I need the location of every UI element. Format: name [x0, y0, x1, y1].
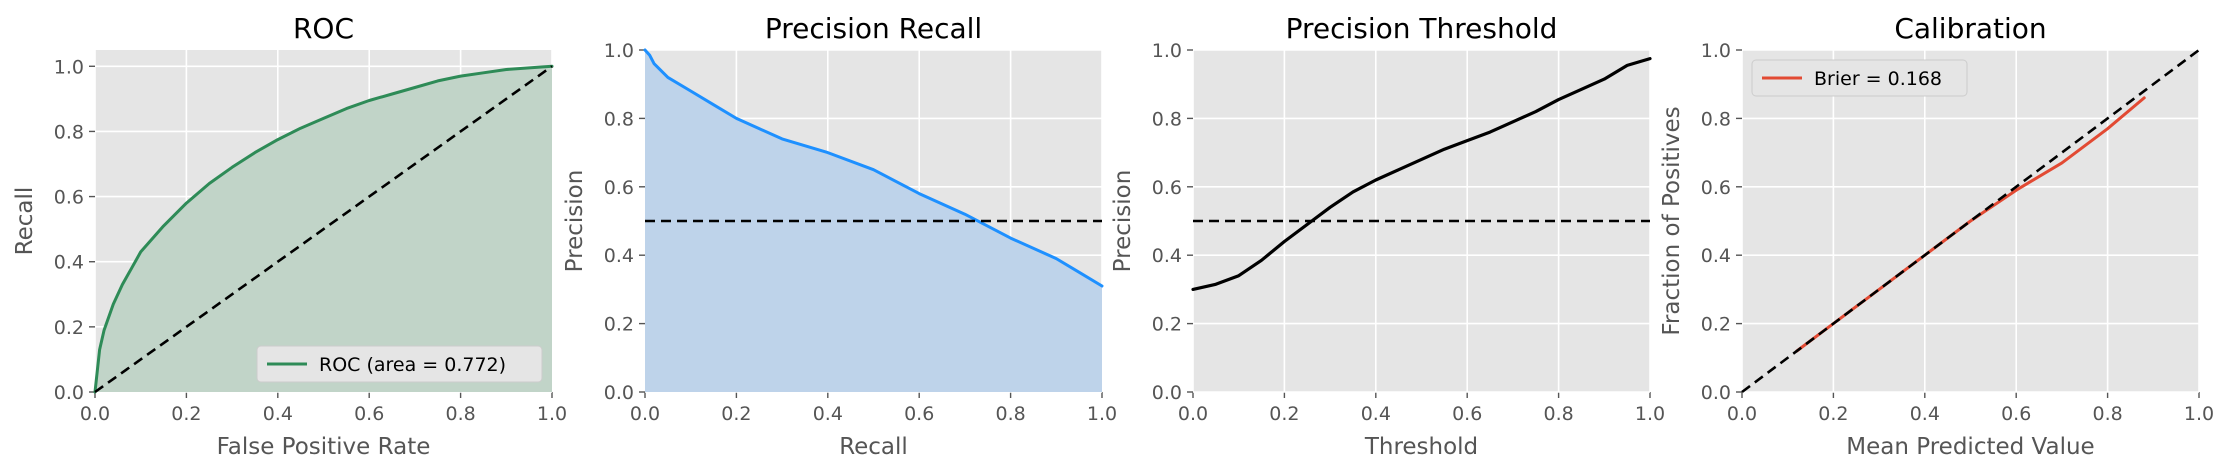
- x-tick-label: 0.2: [721, 403, 751, 425]
- y-tick-label: 1.0: [1152, 40, 1182, 62]
- y-axis-label: Fraction of Positives: [1659, 106, 1685, 335]
- precision-threshold-chart: 0.0 0.2 0.4 0.6 0.8 1.0 0.0 0.2 0.4 0.6 0.8 1.0 Prec…: [1110, 12, 1665, 460]
- y-tick-label: 0.2: [604, 314, 634, 336]
- x-tick-label: 1.0: [2184, 403, 2214, 425]
- y-tick-label: 0.0: [54, 382, 84, 404]
- y-axis-label: Precision: [1110, 170, 1136, 273]
- legend-box: [1751, 59, 1968, 97]
- x-axis-label: Recall: [839, 434, 908, 460]
- y-tick-label: 0.4: [1701, 245, 1731, 267]
- legend-box: [256, 345, 543, 383]
- series-line: [643, 48, 1104, 288]
- chart-title: ROC: [293, 12, 354, 45]
- y-tick-label: 1.0: [604, 40, 634, 62]
- x-tick-label: 1.0: [1635, 403, 1665, 425]
- x-tick-label: 0.0: [80, 403, 110, 425]
- x-tick-label: 0.4: [1361, 403, 1391, 425]
- x-tick-label: 0.8: [1543, 403, 1573, 425]
- calibration-chart: 0.0 0.2 0.4 0.6 0.8 1.0 0.0 0.2 0.4 0.6 0.8 1.0 Cali…: [1659, 12, 2214, 460]
- reference-line: [94, 65, 553, 394]
- x-tick-label: 0.6: [1452, 403, 1482, 425]
- y-tick-label: 0.8: [1701, 108, 1731, 130]
- x-tick-label: 0.8: [445, 403, 475, 425]
- precision-recall-chart: 0.0 0.2 0.4 0.6 0.8 1.0 0.0 0.2 0.4 0.6 0.8 1.0 Prec…: [562, 12, 1117, 460]
- x-tick-label: 0.8: [995, 403, 1025, 425]
- legend-label: ROC (area = 0.772): [319, 354, 506, 376]
- y-tick-label: 0.4: [1152, 245, 1182, 267]
- y-tick-label: 0.6: [1701, 177, 1731, 199]
- x-axis-label: False Positive Rate: [217, 434, 431, 460]
- y-tick-label: 0.6: [604, 177, 634, 199]
- y-tick-label: 1.0: [54, 56, 84, 78]
- x-tick-label: 0.8: [2092, 403, 2122, 425]
- y-tick-label: 0.4: [54, 252, 84, 274]
- legend-label: Brier = 0.168: [1814, 68, 1942, 90]
- y-tick-label: 0.8: [1152, 108, 1182, 130]
- x-tick-label: 0.4: [1910, 403, 1940, 425]
- x-axis-label: Threshold: [1364, 434, 1478, 460]
- y-axis-label: Recall: [12, 187, 38, 256]
- y-axis-label: Precision: [562, 170, 588, 273]
- chart-title: Calibration: [1894, 12, 2046, 45]
- y-tick-label: 0.0: [604, 382, 634, 404]
- series-line: [1191, 57, 1652, 291]
- y-tick-label: 0.6: [1152, 177, 1182, 199]
- x-tick-label: 0.0: [630, 403, 660, 425]
- y-tick-label: 0.2: [1701, 314, 1731, 336]
- chart-title: Precision Threshold: [1286, 12, 1558, 45]
- x-tick-label: 0.0: [1178, 403, 1208, 425]
- y-tick-label: 0.4: [604, 245, 634, 267]
- x-tick-label: 0.6: [904, 403, 934, 425]
- x-tick-label: 0.6: [2001, 403, 2031, 425]
- y-tick-label: 0.2: [1152, 314, 1182, 336]
- x-tick-label: 0.4: [813, 403, 843, 425]
- chart-title: Precision Recall: [765, 12, 982, 45]
- roc-chart: 0.0 0.2 0.4 0.6 0.8 1.0 0.0 0.2 0.4 0.6 0.8 1.0 ROC F…: [12, 12, 567, 460]
- series-line: [93, 64, 554, 394]
- x-tick-label: 0.6: [354, 403, 384, 425]
- x-tick-label: 1.0: [1087, 403, 1117, 425]
- y-tick-label: 0.0: [1152, 382, 1182, 404]
- x-tick-label: 0.2: [1818, 403, 1848, 425]
- x-tick-label: 0.2: [1269, 403, 1299, 425]
- y-tick-label: 1.0: [1701, 40, 1731, 62]
- y-tick-label: 0.8: [604, 108, 634, 130]
- y-tick-label: 0.2: [54, 317, 84, 339]
- y-tick-label: 0.8: [54, 121, 84, 143]
- x-tick-label: 1.0: [537, 403, 567, 425]
- x-tick-label: 0.0: [1727, 403, 1757, 425]
- y-tick-label: 0.6: [54, 187, 84, 209]
- x-tick-label: 0.4: [263, 403, 293, 425]
- x-tick-label: 0.2: [171, 403, 201, 425]
- x-axis-label: Mean Predicted Value: [1846, 434, 2094, 460]
- y-tick-label: 0.0: [1701, 382, 1731, 404]
